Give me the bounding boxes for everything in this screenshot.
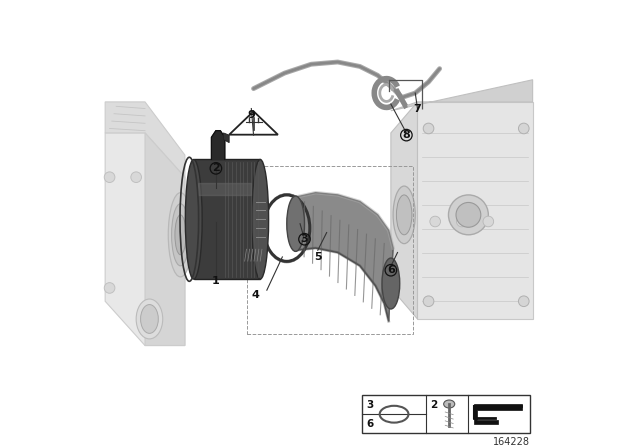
Circle shape [423, 123, 434, 134]
Text: 6: 6 [387, 265, 395, 275]
Text: 5: 5 [314, 252, 321, 262]
Circle shape [483, 216, 493, 227]
Circle shape [449, 195, 488, 235]
Polygon shape [145, 133, 185, 345]
Circle shape [456, 216, 467, 227]
Polygon shape [105, 133, 185, 345]
Circle shape [518, 123, 529, 134]
Ellipse shape [444, 400, 455, 408]
Text: 1: 1 [212, 276, 220, 286]
Text: 4: 4 [252, 289, 260, 300]
Circle shape [430, 216, 440, 227]
Ellipse shape [141, 305, 158, 333]
Polygon shape [391, 80, 532, 111]
Polygon shape [296, 193, 393, 321]
Text: 8: 8 [403, 130, 410, 140]
Ellipse shape [136, 299, 163, 339]
Text: 6: 6 [366, 418, 373, 429]
Text: 3: 3 [366, 400, 373, 410]
Text: 2: 2 [212, 164, 220, 173]
Text: 164228: 164228 [493, 437, 531, 447]
Circle shape [456, 202, 481, 227]
Bar [247, 166, 413, 335]
Polygon shape [391, 102, 417, 319]
Text: 3: 3 [301, 234, 308, 244]
Circle shape [518, 296, 529, 306]
Ellipse shape [252, 159, 269, 279]
Polygon shape [417, 102, 532, 319]
Bar [362, 396, 531, 433]
Circle shape [131, 172, 141, 182]
Text: 7: 7 [413, 103, 421, 113]
Ellipse shape [186, 159, 202, 279]
Polygon shape [194, 159, 260, 279]
Circle shape [423, 296, 434, 306]
Circle shape [104, 172, 115, 182]
Ellipse shape [287, 196, 305, 251]
Ellipse shape [168, 193, 193, 277]
Polygon shape [223, 133, 229, 142]
Text: 9: 9 [248, 110, 255, 120]
Circle shape [104, 283, 115, 293]
Polygon shape [211, 131, 225, 159]
Polygon shape [474, 405, 522, 424]
Ellipse shape [382, 258, 400, 309]
Ellipse shape [396, 195, 412, 235]
Text: 2: 2 [431, 400, 438, 410]
Ellipse shape [393, 186, 415, 244]
Ellipse shape [175, 215, 186, 255]
Polygon shape [229, 111, 278, 135]
Ellipse shape [172, 204, 189, 266]
Polygon shape [105, 102, 185, 177]
